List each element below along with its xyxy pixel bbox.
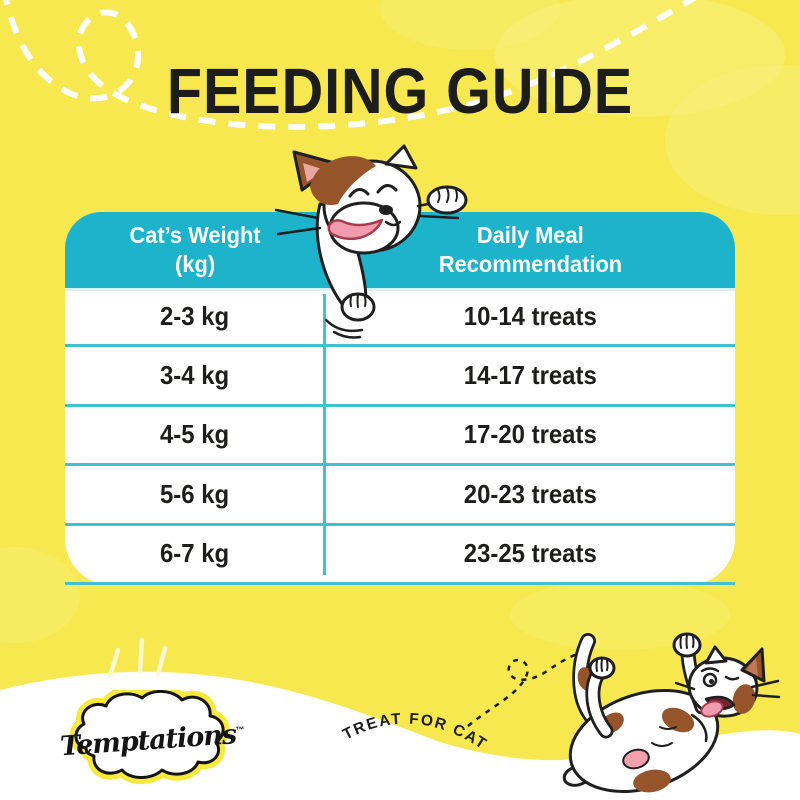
table-vertical-divider [323,294,326,575]
treats-cell: 23-25 treats [463,538,597,569]
header-weight-line2: (kg) [174,251,216,277]
table-row: 2-3 kg 10-14 treats [65,288,735,348]
weight-cell: 5-6 kg [160,478,230,509]
table-header: Cat’s Weight (kg) Daily Meal Recommendat… [65,212,735,288]
column-header-recommendation: Daily Meal Recommendation [325,212,735,288]
weight-cell: 6-7 kg [160,538,230,569]
header-daily-line1: Daily Meal [476,222,584,248]
header-daily-line2: Recommendation [438,251,622,277]
weight-cell: 4-5 kg [160,419,230,450]
column-header-weight: Cat’s Weight (kg) [65,212,325,288]
feeding-table: Cat’s Weight (kg) Daily Meal Recommendat… [65,212,735,585]
dashed-fly-trail [3,0,697,130]
header-weight-line1: Cat’s Weight [129,222,261,248]
treats-cell: 20-23 treats [463,478,597,509]
treats-cell: 17-20 treats [463,419,597,450]
table-row: 6-7 kg 23-25 treats [65,526,735,585]
treats-cell: 14-17 treats [463,360,597,391]
table-row: 3-4 kg 14-17 treats [65,347,735,407]
temptations-logo: Temptations™ [59,690,244,790]
table-row: 4-5 kg 17-20 treats [65,407,735,467]
page-title: FEEDING GUIDE [0,54,800,128]
trademark-symbol: ™ [235,724,244,735]
table-row: 5-6 kg 20-23 treats [65,466,735,526]
treats-cell: 10-14 treats [463,300,597,331]
page-title-text: FEEDING GUIDE [166,55,634,127]
brand-name: Temptations™ [59,718,244,762]
weight-cell: 3-4 kg [160,360,230,391]
weight-cell: 2-3 kg [160,300,230,331]
table-body: 2-3 kg 10-14 treats 3-4 kg 14-17 treats … [65,288,735,585]
light-cloud-shapes [0,0,800,650]
